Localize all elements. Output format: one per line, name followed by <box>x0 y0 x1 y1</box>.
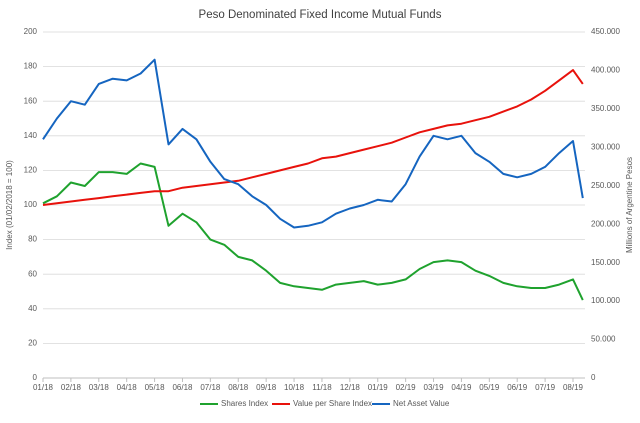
y-tick-label: 160 <box>24 96 38 105</box>
y2-tick-label: 350.000 <box>591 104 620 113</box>
y2-tick-label: 200.000 <box>591 219 620 228</box>
x-tick-label: 07/18 <box>200 383 221 392</box>
y-tick-label: 100 <box>24 200 38 209</box>
y-tick-label: 80 <box>28 235 37 244</box>
x-tick-label: 05/18 <box>145 383 166 392</box>
y-tick-label: 0 <box>33 373 38 382</box>
x-tick-label: 01/18 <box>33 383 54 392</box>
y2-tick-label: 450.000 <box>591 27 620 36</box>
y-tick-label: 140 <box>24 131 38 140</box>
y-tick-label: 180 <box>24 62 38 71</box>
x-tick-label: 06/18 <box>172 383 193 392</box>
x-tick-label: 06/19 <box>507 383 528 392</box>
y-tick-label: 40 <box>28 304 37 313</box>
x-tick-label: 07/19 <box>535 383 556 392</box>
series-line <box>42 58 584 229</box>
x-tick-label: 01/19 <box>368 383 389 392</box>
x-tick-label: 12/18 <box>340 383 361 392</box>
y-axis-title: Index (01/02/2018 = 100) <box>5 160 14 250</box>
x-tick-label: 02/19 <box>396 383 417 392</box>
y2-tick-label: 250.000 <box>591 181 620 190</box>
y2-tick-label: 400.000 <box>591 66 620 75</box>
x-tick-label: 03/19 <box>424 383 445 392</box>
y2-tick-label: 150.000 <box>591 258 620 267</box>
y2-tick-label: 300.000 <box>591 142 620 151</box>
y-tick-label: 60 <box>28 269 37 278</box>
x-tick-label: 05/19 <box>479 383 500 392</box>
y2-tick-label: 0 <box>591 373 596 382</box>
y2-axis-title: Millions of Argentine Pesos <box>625 157 634 253</box>
y-tick-label: 20 <box>28 339 37 348</box>
x-tick-label: 04/19 <box>451 383 472 392</box>
series-line <box>42 69 584 206</box>
x-tick-label: 11/18 <box>312 383 332 392</box>
chart-title: Peso Denominated Fixed Income Mutual Fun… <box>199 9 442 21</box>
y2-tick-label: 100.000 <box>591 296 620 305</box>
legend-label: Shares Index <box>221 399 268 408</box>
y2-tick-label: 50.000 <box>591 335 616 344</box>
legend-label: Net Asset Value <box>393 399 450 408</box>
x-tick-label: 10/18 <box>284 383 305 392</box>
x-tick-label: 02/18 <box>61 383 82 392</box>
x-tick-label: 08/19 <box>563 383 584 392</box>
x-tick-label: 09/18 <box>256 383 277 392</box>
legend-label: Value per Share Index <box>293 399 372 408</box>
x-tick-label: 08/18 <box>228 383 249 392</box>
x-tick-label: 04/18 <box>117 383 138 392</box>
y-tick-label: 200 <box>24 27 38 36</box>
series-line <box>42 162 584 301</box>
x-tick-label: 03/18 <box>89 383 110 392</box>
y-tick-label: 120 <box>24 166 38 175</box>
